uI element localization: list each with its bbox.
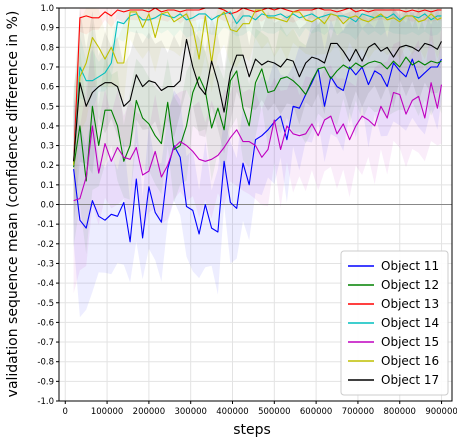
- series-line: [73, 82, 443, 202]
- y-tick-label: 1.0: [40, 4, 54, 14]
- legend-label: Object 11: [381, 259, 439, 273]
- y-tick-label: 0.9: [40, 24, 54, 34]
- series-line: [73, 7, 442, 166]
- series-line: [73, 11, 442, 166]
- legend-label: Object 13: [381, 297, 439, 311]
- y-tick-label: -0.5: [37, 299, 54, 309]
- y-axis-ticks: -1.0 -0.9 -0.8 -0.7 -0.6 -0.5 -0.4 -0.3 -0.2 -0.1…: [37, 4, 59, 407]
- x-tick-label: 700000: [342, 407, 374, 417]
- y-tick-label: -0.2: [37, 240, 54, 250]
- legend-label: Object 12: [381, 278, 439, 292]
- y-axis-label: validation sequence mean (confidence dif…: [5, 11, 21, 398]
- confidence-band: [73, 8, 442, 184]
- legend-label: Object 17: [381, 373, 439, 387]
- y-tick-label: -0.9: [37, 377, 54, 387]
- confidence-bands: [73, 8, 442, 318]
- x-axis-ticks: 0 100000 200000 300000 400000 500000 600000 700…: [63, 401, 457, 417]
- x-tick-label: 800000: [384, 407, 416, 417]
- legend-label: Object 16: [381, 354, 439, 368]
- confidence-band: [73, 8, 442, 318]
- y-tick-label: -1.0: [37, 397, 54, 407]
- x-axis-label: steps: [233, 422, 271, 438]
- legend: Object 11 Object 12 Object 13 Object 14 Obje…: [340, 250, 449, 396]
- x-tick-label: 100000: [91, 407, 123, 417]
- y-tick-label: -0.4: [37, 279, 54, 289]
- y-tick-label: -0.6: [37, 318, 54, 328]
- y-tick-label: 0.5: [40, 102, 54, 112]
- x-tick-label: 600000: [300, 407, 332, 417]
- y-tick-label: -0.1: [37, 220, 54, 230]
- series-line: [73, 58, 442, 243]
- y-tick-label: 0.1: [40, 181, 54, 191]
- legend-label: Object 14: [381, 316, 439, 330]
- y-tick-label: -0.8: [37, 358, 54, 368]
- x-tick-label: 400000: [216, 407, 248, 417]
- x-tick-label: 0: [63, 407, 68, 417]
- confidence-band: [73, 24, 442, 294]
- series-line: [73, 9, 442, 166]
- y-tick-label: 0.8: [40, 43, 54, 53]
- series-line: [73, 38, 442, 162]
- x-tick-label: 200000: [133, 407, 165, 417]
- y-tick-label: 0.0: [40, 201, 54, 211]
- legend-box: [340, 250, 449, 396]
- y-tick-label: 0.4: [40, 122, 54, 132]
- confidence-band: [73, 8, 442, 227]
- y-tick-label: -0.3: [37, 259, 54, 269]
- y-tick-label: 0.3: [40, 142, 54, 152]
- series-lines: [73, 7, 443, 243]
- confidence-band: [73, 8, 442, 186]
- y-tick-label: 0.2: [40, 161, 54, 171]
- x-tick-label: 300000: [174, 407, 206, 417]
- legend-label: Object 15: [381, 335, 439, 349]
- x-tick-label: 900000: [425, 407, 457, 417]
- y-tick-label: 0.6: [40, 83, 54, 93]
- x-tick-label: 500000: [258, 407, 290, 417]
- y-tick-label: 0.7: [40, 63, 54, 73]
- confidence-band: [73, 8, 442, 219]
- series-line: [73, 56, 442, 182]
- y-tick-label: -0.7: [37, 338, 54, 348]
- confidence-band: [73, 8, 442, 255]
